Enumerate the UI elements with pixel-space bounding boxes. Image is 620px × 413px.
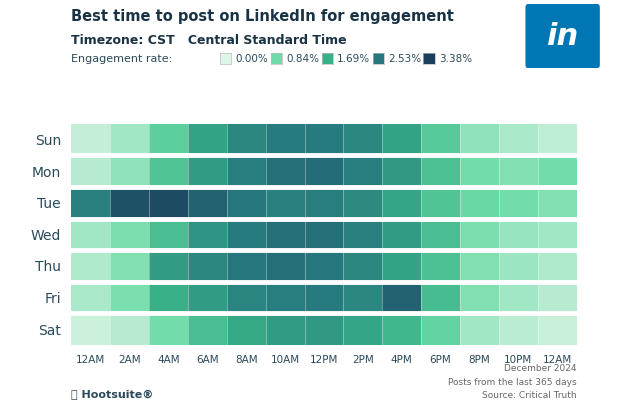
Text: in: in <box>546 21 579 51</box>
Text: Timezone: CST   Central Standard Time: Timezone: CST Central Standard Time <box>71 34 347 47</box>
Text: Engagement rate:: Engagement rate: <box>71 54 172 64</box>
Text: 🦉 Hootsuite®: 🦉 Hootsuite® <box>71 390 154 400</box>
Text: 0.00%: 0.00% <box>236 54 268 64</box>
Text: 1.69%: 1.69% <box>337 54 370 64</box>
Text: 0.84%: 0.84% <box>286 54 319 64</box>
Text: 3.38%: 3.38% <box>439 54 472 64</box>
FancyBboxPatch shape <box>525 3 600 69</box>
Text: 2.53%: 2.53% <box>388 54 421 64</box>
Text: December 2024
Posts from the last 365 days
Source: Critical Truth: December 2024 Posts from the last 365 da… <box>448 364 577 400</box>
Text: Best time to post on LinkedIn for engagement: Best time to post on LinkedIn for engage… <box>71 9 454 24</box>
